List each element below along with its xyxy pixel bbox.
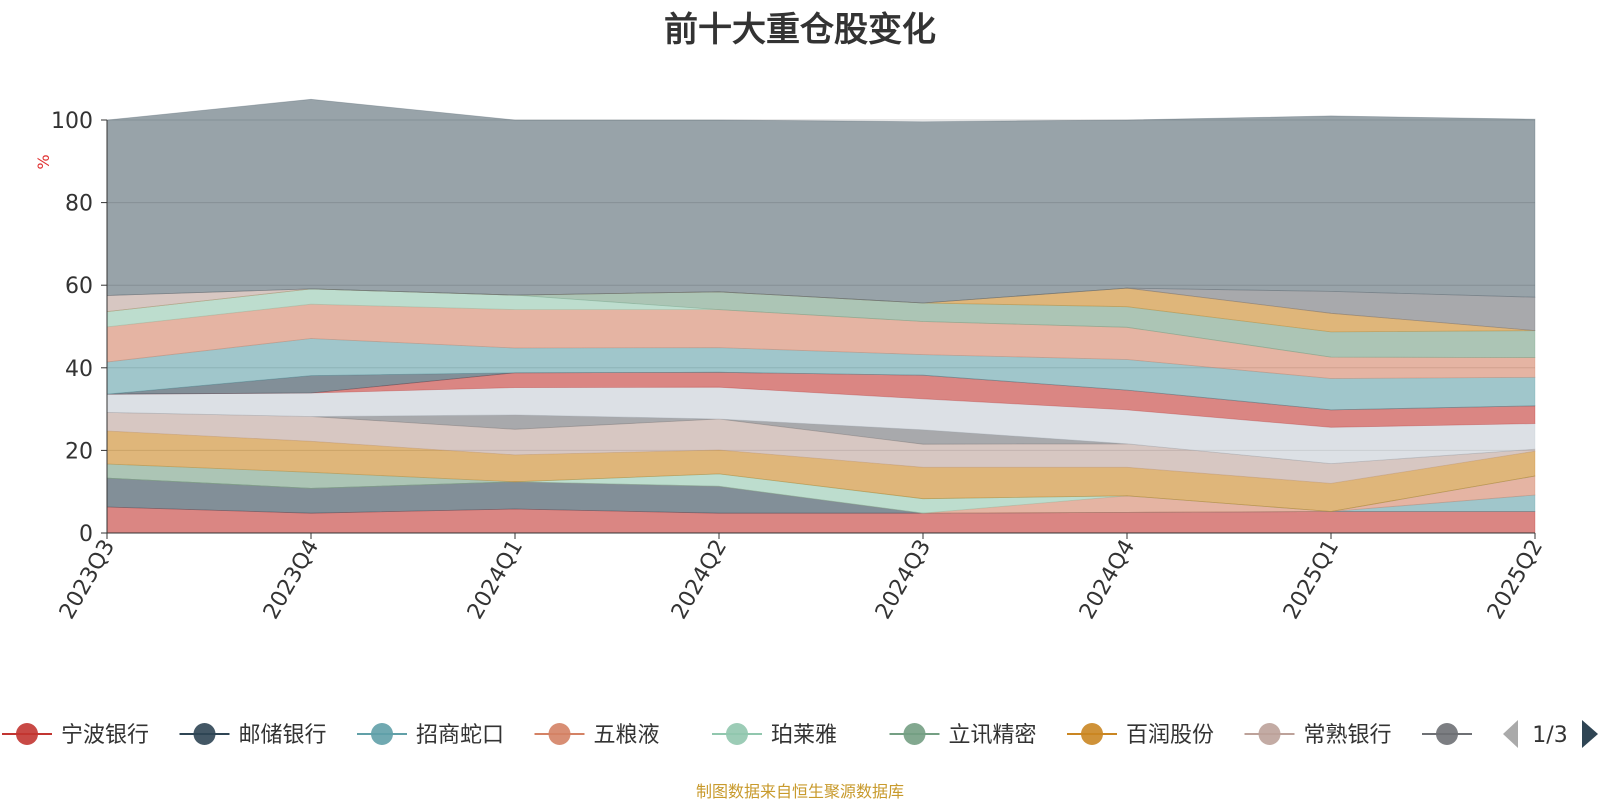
x-tick-label: 2023Q3 bbox=[55, 536, 120, 624]
area-series-16[interactable] bbox=[106, 288, 1536, 358]
y-tick-label: 20 bbox=[65, 439, 93, 464]
legend-marker bbox=[726, 723, 748, 745]
legend-label: 珀莱雅 bbox=[771, 723, 837, 748]
legend-item[interactable]: 华发股份 bbox=[1422, 723, 1569, 748]
y-axis-label: % bbox=[34, 154, 53, 169]
legend-item[interactable]: 招商蛇口 bbox=[357, 723, 504, 748]
y-tick-label: 100 bbox=[51, 109, 93, 134]
legend-marker bbox=[1258, 723, 1281, 745]
legend-marker bbox=[193, 723, 216, 745]
legend-next-arrow-icon[interactable] bbox=[1582, 720, 1598, 748]
legend-label: 五粮液 bbox=[594, 723, 660, 748]
legend-label: 华发股份 bbox=[1481, 723, 1569, 748]
legend-label: 立讯精密 bbox=[949, 723, 1037, 748]
legend-item[interactable]: 邮储银行 bbox=[179, 723, 327, 748]
y-tick-label: 40 bbox=[65, 357, 93, 382]
legend-label: 招商蛇口 bbox=[416, 723, 504, 748]
legend-marker bbox=[1081, 723, 1103, 745]
source-note: 制图数据来自恒生聚源数据库 bbox=[695, 782, 904, 801]
legend-label: 百润股份 bbox=[1126, 723, 1214, 748]
legend-item[interactable]: 珀莱雅 bbox=[712, 723, 837, 748]
legend-marker bbox=[16, 723, 38, 745]
y-tick-label: 60 bbox=[65, 274, 93, 299]
area-series-19[interactable] bbox=[106, 287, 1536, 332]
y-tick-label: 0 bbox=[79, 522, 93, 547]
legend-label: 常熟银行 bbox=[1304, 723, 1392, 748]
legend-item[interactable]: 百润股份 bbox=[1067, 723, 1214, 748]
legend-marker bbox=[1436, 723, 1458, 745]
x-tick-label: 2023Q4 bbox=[259, 536, 324, 624]
legend-item[interactable]: 宁波银行 bbox=[2, 723, 149, 748]
legend-label: 邮储银行 bbox=[239, 723, 327, 748]
legend-marker bbox=[903, 723, 926, 745]
legend-prev-arrow-icon[interactable] bbox=[1503, 720, 1518, 748]
y-tick-label: 80 bbox=[65, 192, 93, 217]
x-tick-label: 2024Q1 bbox=[463, 536, 528, 624]
legend-marker bbox=[371, 723, 393, 745]
area-series-20[interactable] bbox=[106, 98, 1536, 304]
chart-title: 前十大重仓股变化 bbox=[664, 10, 936, 50]
x-tick-label: 2024Q4 bbox=[1075, 536, 1140, 624]
x-tick-label: 2025Q1 bbox=[1279, 536, 1344, 624]
legend-item[interactable]: 五粮液 bbox=[534, 723, 660, 748]
x-tick-label: 2024Q3 bbox=[871, 536, 936, 624]
x-tick-label: 2025Q2 bbox=[1483, 536, 1548, 624]
legend-label: 宁波银行 bbox=[61, 723, 149, 748]
legend-marker bbox=[548, 723, 571, 745]
x-tick-label: 2024Q2 bbox=[667, 536, 732, 624]
legend-item[interactable]: 立讯精密 bbox=[889, 723, 1037, 748]
legend-page-indicator: 1/3 bbox=[1532, 723, 1567, 748]
legend-item[interactable]: 常熟银行 bbox=[1244, 723, 1392, 748]
